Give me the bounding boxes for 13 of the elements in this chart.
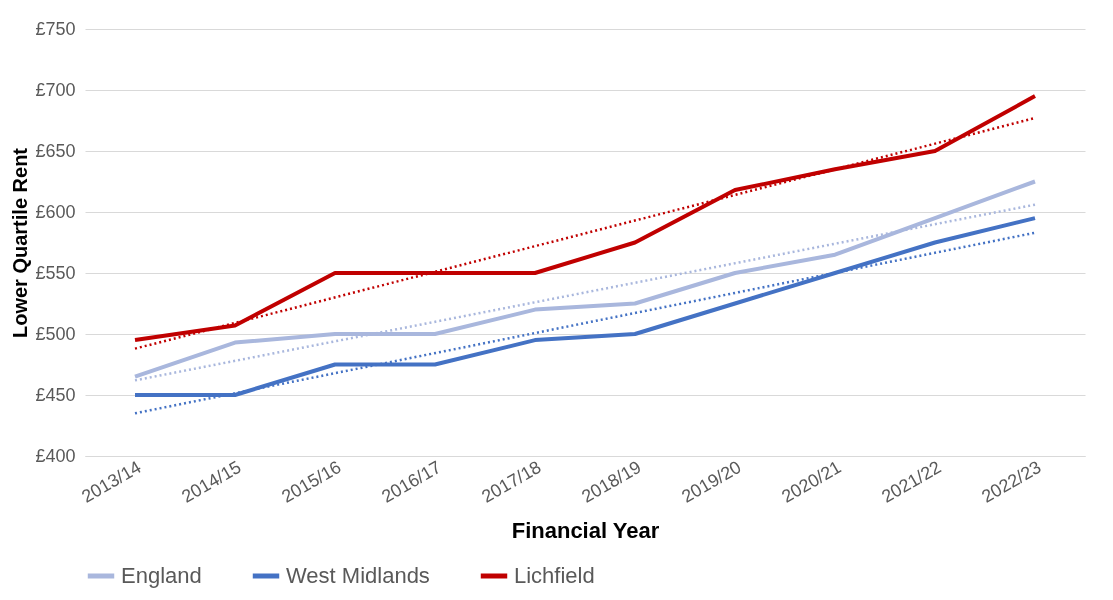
y-tick-label: £400 <box>35 445 76 466</box>
y-axis-title: Lower Quartile Rent <box>9 147 32 339</box>
y-tick-label: £600 <box>35 201 76 222</box>
y-tick-label: £550 <box>35 262 76 283</box>
y-tick-label: £750 <box>35 18 76 39</box>
x-axis-title: Financial Year <box>511 517 660 543</box>
y-tick-label: £700 <box>35 79 76 100</box>
y-tick-label: £500 <box>35 323 76 344</box>
legend-label: England <box>121 563 202 588</box>
legend-label: Lichfield <box>514 563 595 588</box>
legend-label: West Midlands <box>286 563 430 588</box>
y-tick-label: £450 <box>35 384 76 405</box>
y-tick-label: £650 <box>35 140 76 161</box>
